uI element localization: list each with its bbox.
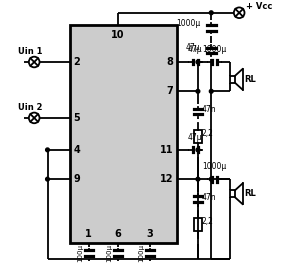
Circle shape — [196, 148, 200, 152]
Text: 12: 12 — [160, 174, 173, 184]
Text: 1: 1 — [85, 229, 92, 239]
Circle shape — [209, 11, 213, 15]
Text: 47µ: 47µ — [186, 44, 201, 52]
Text: 2,2: 2,2 — [202, 217, 214, 226]
Text: 1000µ: 1000µ — [202, 162, 226, 171]
Bar — [194, 218, 202, 231]
Bar — [230, 190, 235, 197]
Text: 100µ: 100µ — [77, 244, 83, 262]
Text: 47µ: 47µ — [188, 45, 203, 54]
Text: 4: 4 — [73, 145, 80, 155]
Text: 2,2: 2,2 — [202, 129, 214, 138]
Circle shape — [209, 177, 213, 181]
Text: Uin 2: Uin 2 — [18, 103, 43, 112]
Bar — [194, 130, 202, 143]
Circle shape — [196, 60, 200, 64]
Text: 1000µ: 1000µ — [202, 45, 226, 54]
Circle shape — [196, 177, 200, 181]
Text: 7: 7 — [167, 86, 173, 96]
Text: 1000µ: 1000µ — [176, 19, 201, 29]
Text: 10: 10 — [111, 30, 125, 40]
Circle shape — [209, 89, 213, 93]
Text: 100µ: 100µ — [106, 244, 112, 262]
Bar — [70, 25, 177, 243]
Text: RL: RL — [244, 189, 256, 198]
Text: 11: 11 — [160, 145, 173, 155]
Circle shape — [46, 177, 50, 181]
Text: 47n: 47n — [202, 193, 217, 202]
Text: 47µ: 47µ — [188, 133, 203, 142]
Text: Uin 1: Uin 1 — [18, 47, 43, 56]
Text: + Vcc: + Vcc — [246, 2, 273, 11]
Text: 8: 8 — [167, 57, 173, 67]
Circle shape — [196, 89, 200, 93]
Text: 2: 2 — [73, 57, 80, 67]
Text: 47n: 47n — [202, 105, 217, 115]
Circle shape — [46, 148, 50, 152]
Text: 5: 5 — [73, 113, 80, 123]
Bar — [230, 76, 235, 83]
Text: 6: 6 — [115, 229, 122, 239]
Text: 9: 9 — [73, 174, 80, 184]
Text: 100µ: 100µ — [138, 244, 144, 262]
Text: 3: 3 — [147, 229, 153, 239]
Text: RL: RL — [244, 75, 256, 84]
